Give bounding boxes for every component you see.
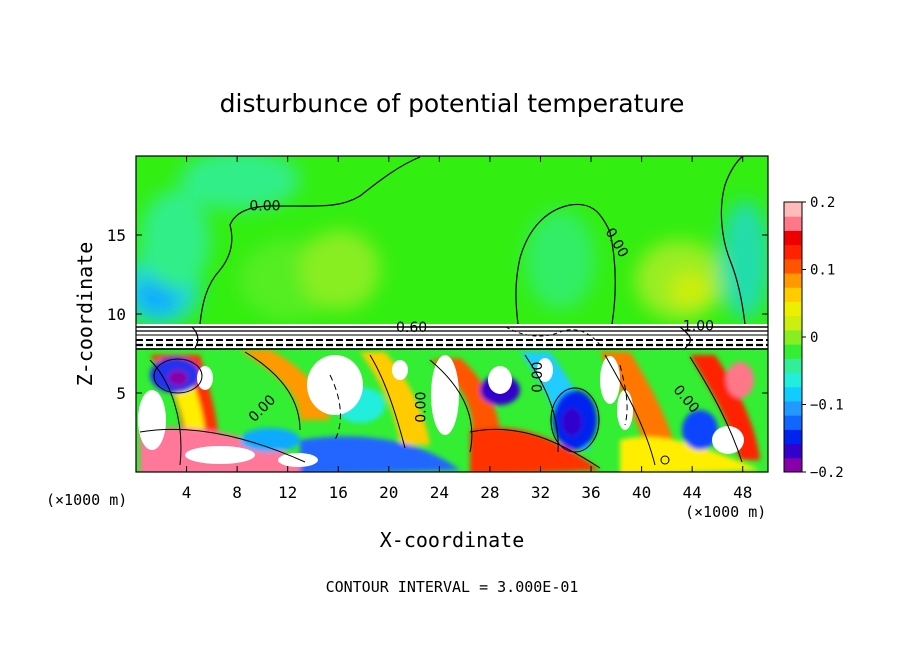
colorbar-swatch [784, 443, 802, 459]
colorbar-swatch [784, 315, 802, 331]
colorbar-swatch [784, 344, 802, 359]
colorbar-tick-label: 0 [810, 330, 818, 346]
y-tick-label: 5 [116, 384, 126, 403]
colorbar-swatch [784, 457, 802, 473]
x-tick-label: 48 [733, 483, 752, 502]
lower-field [136, 348, 768, 472]
lower-contours [139, 351, 743, 469]
x-unit-left: (×1000 m) [46, 491, 127, 509]
x-tick-label: 20 [379, 483, 398, 502]
contour-label-group: 0.00 [414, 392, 430, 423]
x-unit-right: (×1000 m) [685, 503, 766, 521]
colorbar-swatch [784, 216, 802, 231]
colorbar-tick-label: −0.1 [810, 398, 844, 414]
x-tick-label: 28 [480, 483, 499, 502]
out-of-range-cells [138, 355, 744, 467]
colorbar-swatch [784, 358, 802, 374]
contour-interval-note: CONTOUR INTERVAL = 3.000E-01 [326, 578, 579, 596]
x-axis-title: X-coordinate [380, 528, 525, 552]
y-tick-label: 15 [107, 226, 126, 245]
inversion-contours [136, 326, 768, 350]
contour-label: 0.00 [249, 199, 280, 215]
x-tick-label: 16 [329, 483, 348, 502]
colorbar-swatch [784, 230, 802, 246]
colorbar-tick-label: 0.1 [810, 263, 835, 279]
x-tick-label: 4 [182, 483, 192, 502]
colorbar-tick-label: 0.2 [810, 195, 835, 211]
chart-title: disturbunce of potential temperature [220, 89, 685, 118]
x-tick-label: 36 [581, 483, 600, 502]
colorbar-swatch [784, 287, 802, 302]
colorbar: 0.2 0.1 0 −0.1 −0.2 [783, 195, 844, 481]
colorbar-swatch [784, 258, 802, 274]
colorbar-swatch [784, 372, 802, 388]
x-tick-label: 44 [683, 483, 702, 502]
x-tick-label: 40 [632, 483, 651, 502]
contour-label-group: 0.00 [249, 199, 280, 215]
x-tick-label: 32 [531, 483, 550, 502]
contour-label: 1.00 [683, 319, 714, 335]
contour-label: 0.00 [414, 392, 430, 423]
x-axis: 4 8 12 16 20 24 28 32 36 40 44 48 [182, 156, 752, 502]
colorbar-swatch [784, 329, 802, 345]
y-axis: 5 10 15 [107, 226, 768, 403]
upper-contours [199, 156, 746, 325]
colorbar-tick-label: −0.2 [810, 465, 844, 481]
y-tick-label: 10 [107, 305, 126, 324]
colorbar-swatch [784, 244, 802, 260]
y-axis-title: Z-coordinate [73, 242, 97, 387]
x-tick-label: 8 [232, 483, 242, 502]
x-tick-label: 12 [278, 483, 297, 502]
contour-label-group: 0.60 [396, 320, 427, 336]
x-tick-label: 24 [430, 483, 449, 502]
contour-label-group: 1.00 [683, 319, 714, 335]
colorbar-swatch [784, 202, 802, 217]
colorbar-swatch [784, 400, 802, 416]
upper-field [136, 156, 768, 325]
colorbar-swatch [784, 415, 802, 430]
colorbar-swatch [784, 429, 802, 445]
contour-label: 0.60 [396, 320, 427, 336]
contour-label: 0.00 [530, 362, 546, 393]
plot-area: 0.000.600.001.000.00 0.000.000.00 [136, 156, 768, 472]
colorbar-swatch [784, 301, 802, 317]
colorbar-swatch [784, 273, 802, 288]
contour-label-group: 0.00 [530, 362, 546, 393]
colorbar-swatch [784, 386, 802, 402]
